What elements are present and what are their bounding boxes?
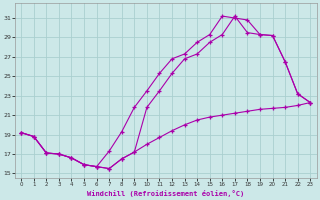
X-axis label: Windchill (Refroidissement éolien,°C): Windchill (Refroidissement éolien,°C)	[87, 190, 244, 197]
